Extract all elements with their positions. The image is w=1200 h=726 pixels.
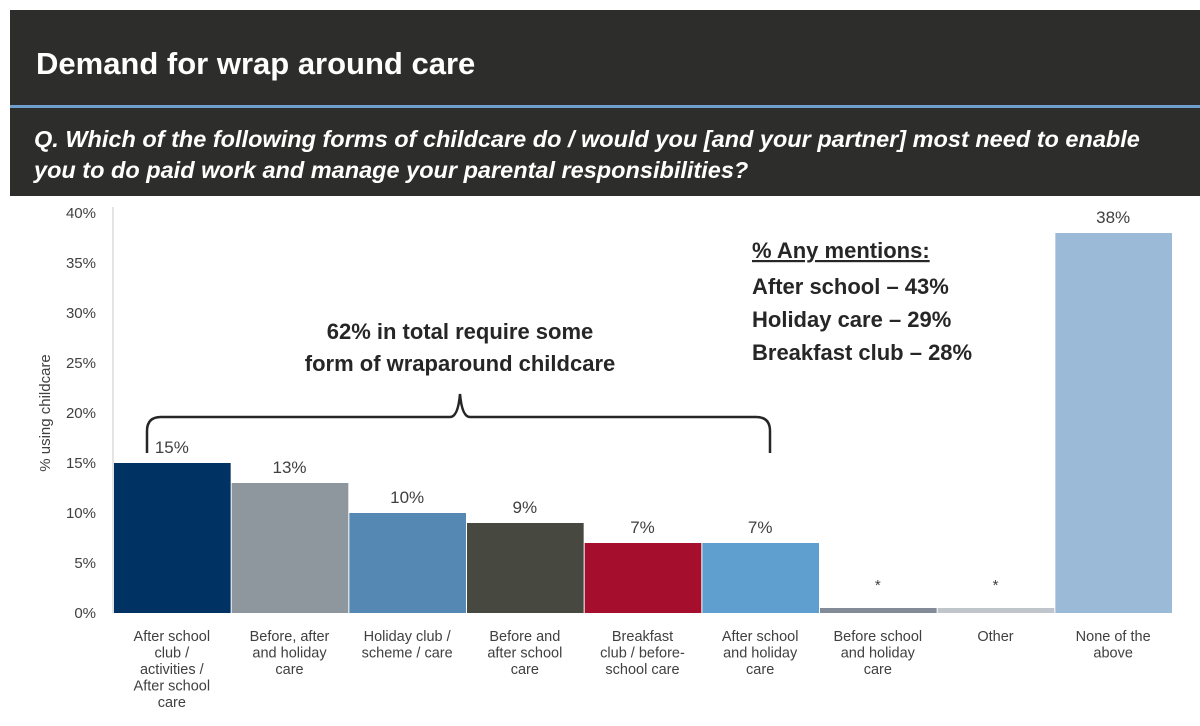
x-tick-label: Before and after school care [487, 629, 562, 678]
bar [231, 483, 349, 613]
x-tick-label-line: scheme / care [362, 646, 453, 662]
header-divider [10, 105, 1200, 108]
bars: 15% 13% 10% 9% 7% 7% * * 38% [114, 208, 1172, 613]
data-label: * [993, 577, 999, 594]
x-tick-label-line: Breakfast [612, 629, 673, 645]
curly-brace [145, 393, 772, 453]
y-tick-label: 30% [66, 305, 96, 322]
bar [114, 463, 231, 613]
any-mentions-annotation: % Any mentions: After school – 43% Holiday… [752, 238, 972, 365]
x-tick-label-line: activities / [140, 662, 205, 678]
x-tick-label-line: After school [134, 629, 211, 645]
header-banner: Demand for wrap around care Q. Which of … [10, 10, 1200, 196]
x-tick-label: Holiday club / scheme / care [362, 629, 453, 662]
x-tick-label-line: and holiday [252, 646, 327, 662]
mention-item: Holiday care – 29% [752, 307, 951, 332]
data-label: 7% [630, 518, 655, 537]
brace-annotation-line: form of wraparound childcare [305, 351, 616, 376]
y-tick-label: 5% [74, 555, 96, 572]
y-axis-title: % using childcare [37, 354, 54, 472]
x-tick-label: Before school and holiday care [833, 629, 922, 678]
mentions-title: % Any mentions: [752, 238, 930, 263]
y-tick-label: 10% [66, 505, 96, 522]
bar [584, 543, 702, 613]
x-tick-label: None of the above [1076, 629, 1151, 662]
x-tick-label: After school and holiday care [722, 629, 799, 678]
bar [937, 608, 1055, 613]
data-label: 13% [272, 458, 306, 477]
x-tick-label: Breakfast club / before-school care [600, 629, 685, 678]
brace-annotation-text: 62% in total require some form of wraparo… [305, 319, 616, 376]
bar [702, 543, 819, 613]
x-tick-label-line: care [746, 662, 774, 678]
x-tick-label-line: Before school [833, 629, 922, 645]
x-tick-label-line: Other [977, 629, 1013, 645]
x-tick-label-line: and holiday [841, 646, 916, 662]
data-label: 15% [155, 438, 189, 457]
x-tick-label-line: care [511, 662, 539, 678]
page-title: Demand for wrap around care [36, 46, 476, 81]
survey-question: Q. Which of the following forms of child… [34, 126, 1140, 183]
data-label: 9% [513, 498, 538, 517]
x-tick-label: Before, after and holiday care [250, 629, 330, 678]
x-tick-label: Other [977, 629, 1013, 645]
x-tick-label-line: Before, after [250, 629, 330, 645]
bar [1055, 233, 1172, 613]
wraparound-annotation: 62% in total require some form of wraparo… [145, 319, 772, 453]
x-tick-label-line: care [864, 662, 892, 678]
y-tick-label: 35% [66, 255, 96, 272]
x-tick-label-line: care [158, 695, 186, 711]
data-label: * [875, 577, 881, 594]
y-tick-label: 40% [66, 205, 96, 222]
y-tick-label: 15% [66, 455, 96, 472]
x-tick-label-line: After school [134, 679, 211, 695]
bar-chart: 0% 5% 10% 15% 20% 25% 30% 35% 40% % using childca… [37, 205, 1172, 711]
x-tick-label-line: Holiday club / [364, 629, 452, 645]
x-tick-label: After school club / activities / After scho… [134, 629, 211, 711]
y-tick-label: 0% [74, 605, 96, 622]
mention-item: After school – 43% [752, 274, 949, 299]
bar [467, 523, 584, 613]
x-tick-label-line: and holiday [723, 646, 798, 662]
y-tick-label: 20% [66, 405, 96, 422]
x-tick-label-line: After school [722, 629, 799, 645]
mention-item: Breakfast club – 28% [752, 340, 972, 365]
bar [820, 608, 937, 613]
x-axis-labels: After school club / activities / After scho… [134, 629, 1151, 711]
x-tick-label-line: Before and [489, 629, 560, 645]
x-tick-label-line: club / before- [600, 646, 685, 662]
x-tick-label-line: above [1093, 646, 1133, 662]
y-tick-label: 25% [66, 355, 96, 372]
x-tick-label-line: care [275, 662, 303, 678]
brace-annotation-line: 62% in total require some [327, 319, 594, 344]
data-label: 38% [1096, 208, 1130, 227]
bar [349, 513, 466, 613]
x-tick-label-line: after school [487, 646, 562, 662]
data-label: 10% [390, 488, 424, 507]
x-tick-label-line: club / [154, 646, 190, 662]
x-tick-label-line: None of the [1076, 629, 1151, 645]
data-label: 7% [748, 518, 773, 537]
y-axis: 0% 5% 10% 15% 20% 25% 30% 35% 40% % using childca… [37, 205, 114, 622]
x-tick-label-line: school care [605, 662, 679, 678]
